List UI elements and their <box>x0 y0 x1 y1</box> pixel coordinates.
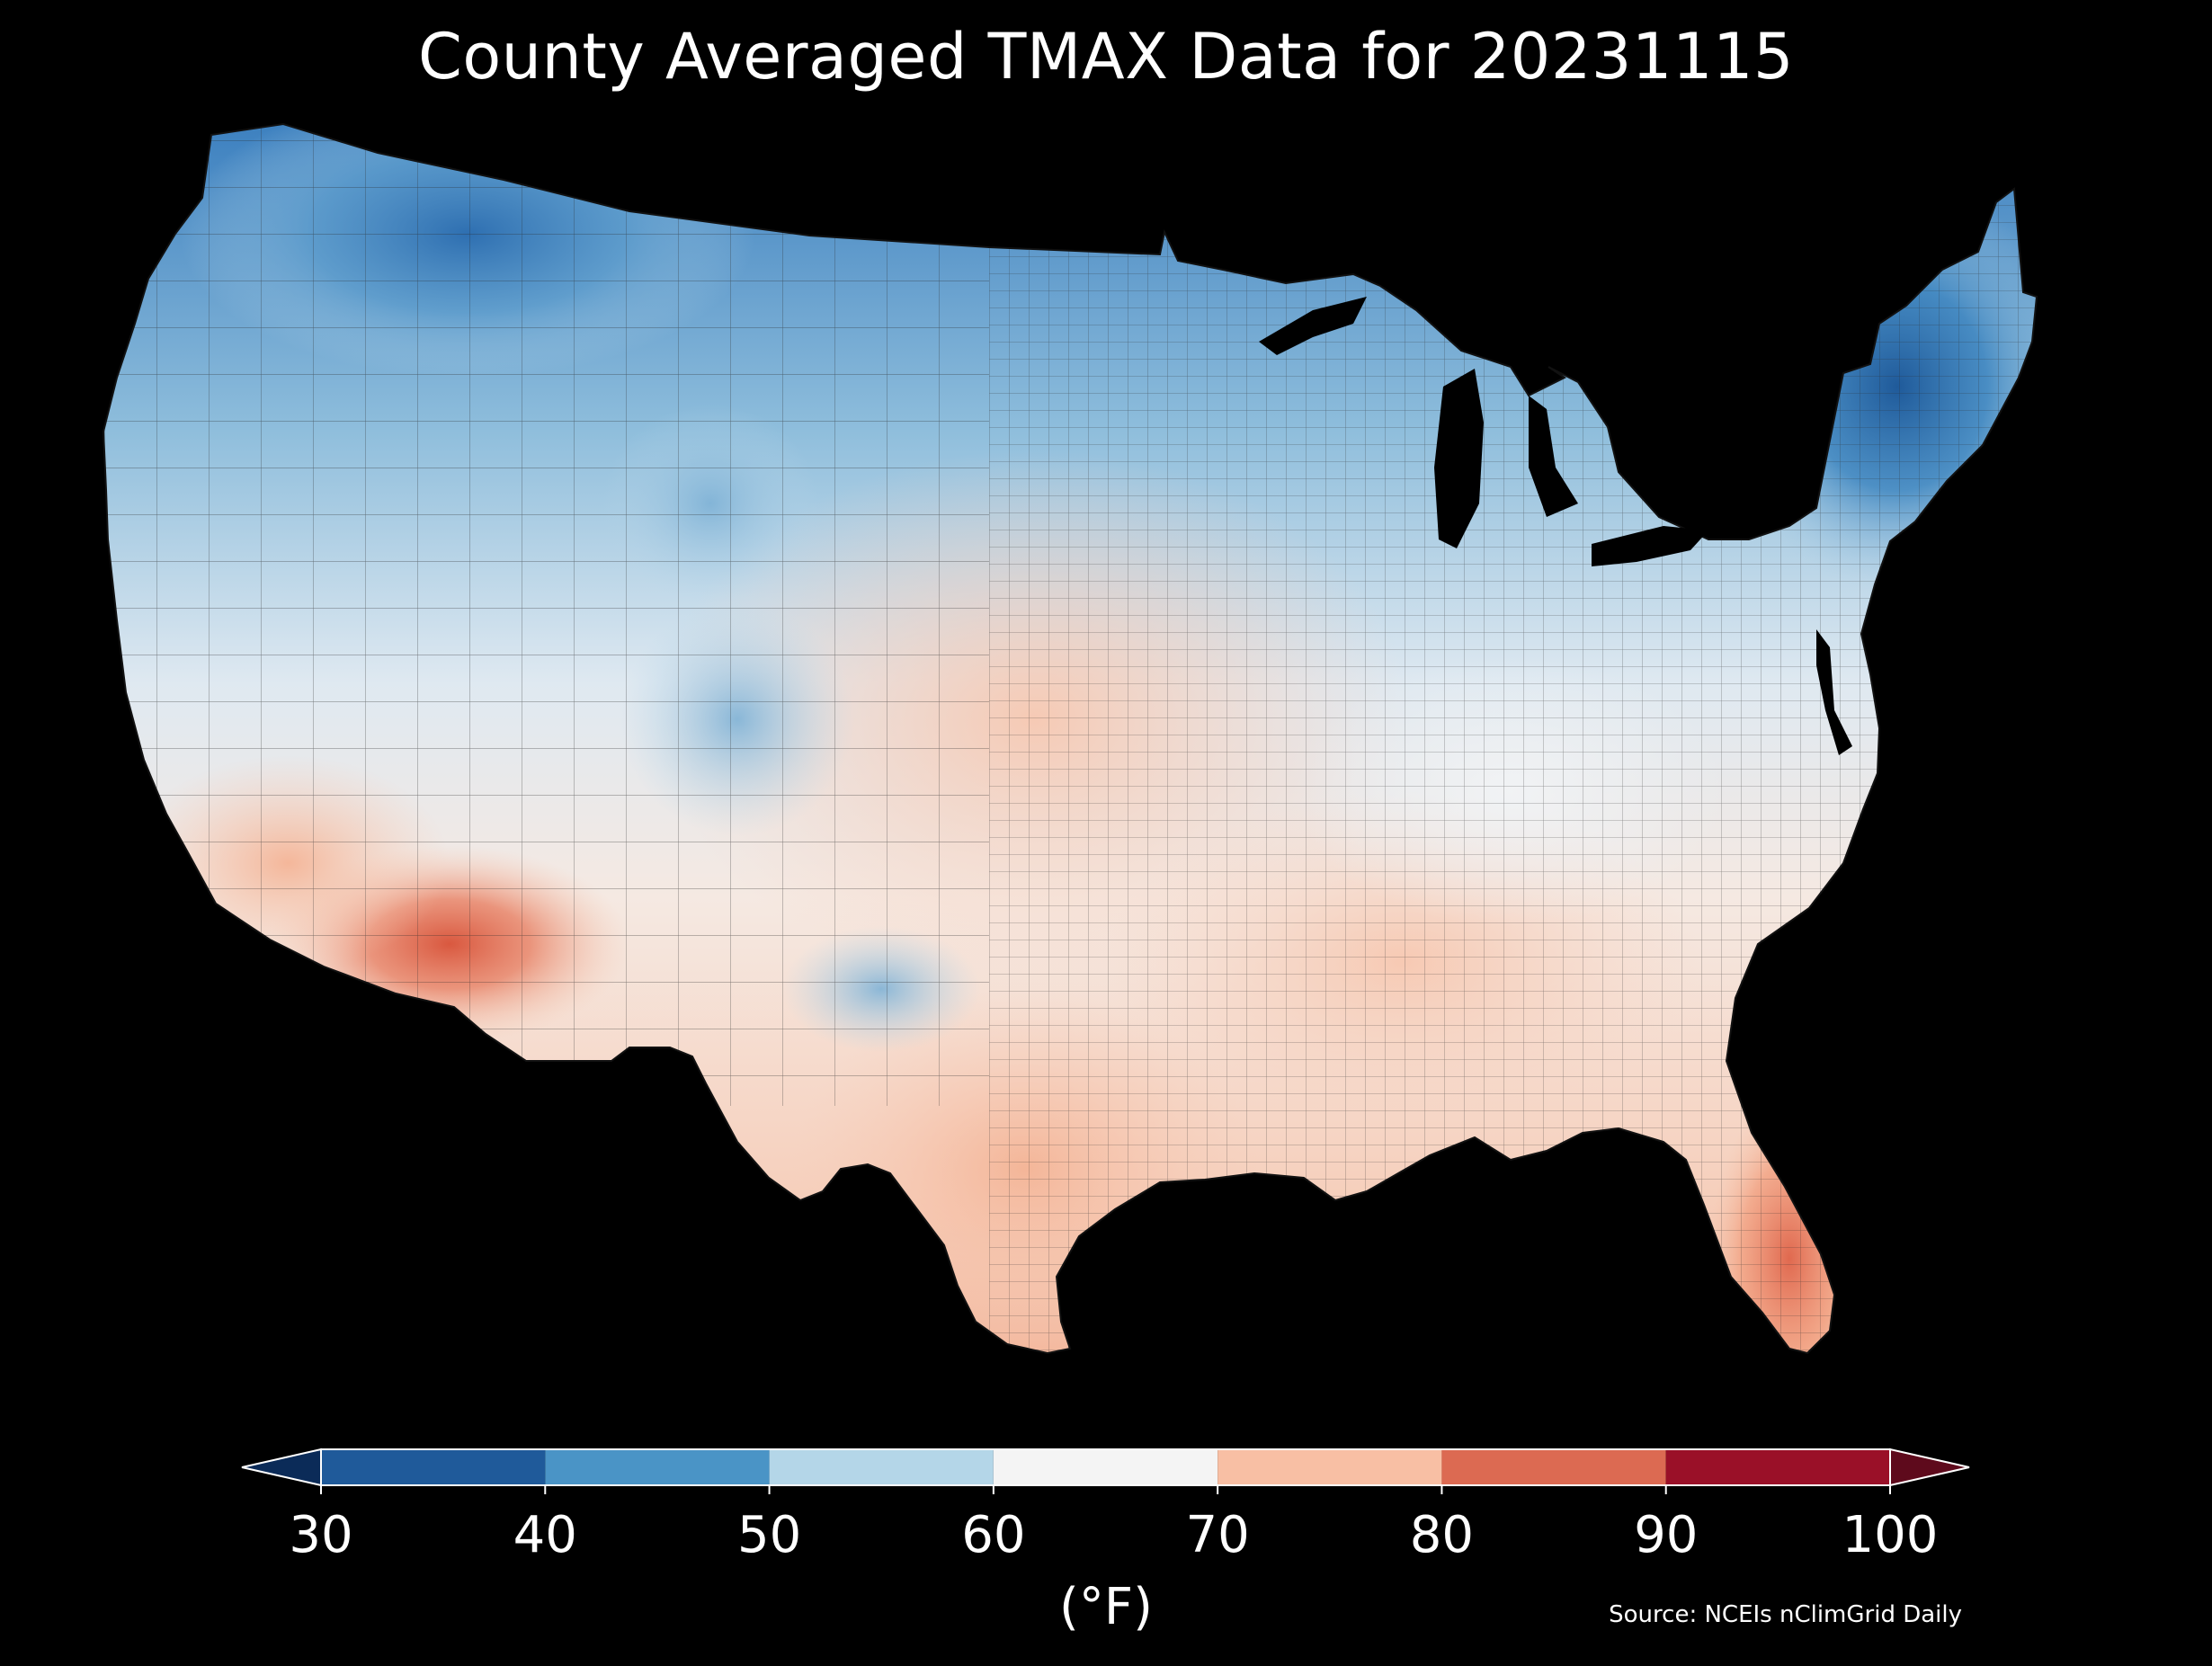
map-title: County Averaged TMAX Data for 20231115 <box>417 20 1795 94</box>
source-credit: Source: NCEIs nClimGrid Daily <box>1609 1601 1962 1628</box>
temperature-field <box>103 124 2037 1353</box>
colorbar-units-label: (°F) <box>1059 1578 1153 1636</box>
great-lakes <box>1259 297 1852 755</box>
